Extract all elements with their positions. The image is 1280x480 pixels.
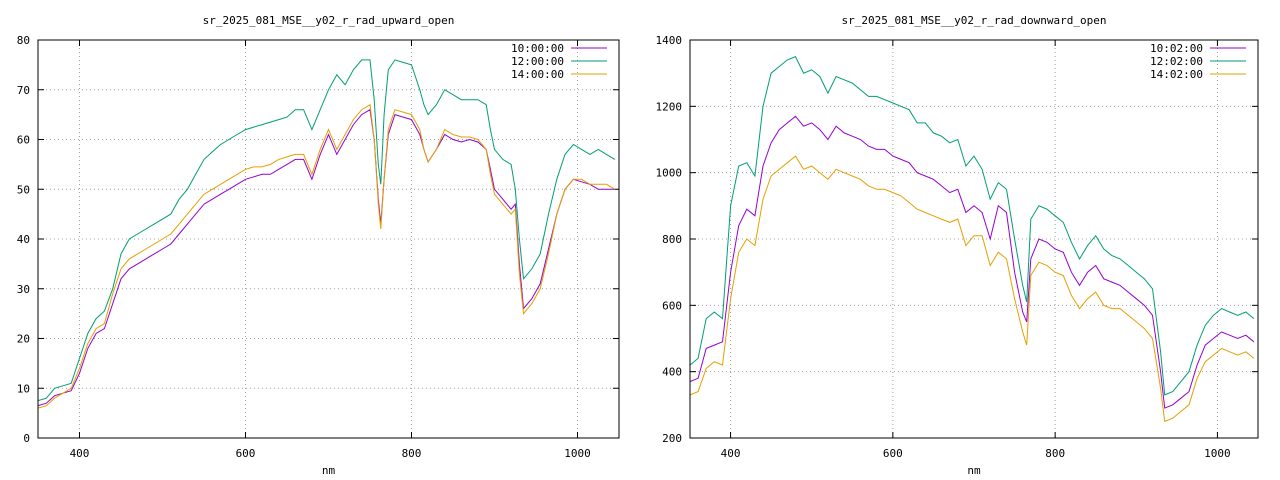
y-tick-label: 0 — [23, 432, 30, 445]
y-tick-label: 1000 — [656, 167, 683, 180]
chart-title: sr_2025_081_MSE__y02_r_rad_upward_open — [203, 14, 455, 27]
series-line-14:02:00 — [690, 155, 1255, 423]
x-tick-label: 400 — [721, 447, 741, 460]
x-tick-label: 400 — [70, 447, 90, 460]
x-tick-label: 1000 — [1204, 447, 1231, 460]
legend-label: 12:00:00 — [511, 55, 564, 68]
plot-frame — [689, 39, 1259, 439]
y-tick-label: 800 — [662, 233, 682, 246]
chart-panel-1: sr_2025_081_MSE__y02_r_rad_upward_open 0 1… — [17, 14, 620, 477]
y-tick-label: 1400 — [656, 34, 683, 47]
series-line-14:00:00 — [38, 103, 616, 409]
series-line-10:00:00 — [38, 108, 615, 407]
y-tick-label: 80 — [17, 34, 30, 47]
legend-label: 10:00:00 — [511, 42, 564, 55]
chart-title: sr_2025_081_MSE__y02_r_rad_downward_open — [842, 14, 1107, 27]
y-tick-label: 50 — [17, 183, 30, 196]
legend-label: 12:02:00 — [1150, 55, 1203, 68]
x-tick-label: 800 — [1045, 447, 1065, 460]
legend-label: 14:02:00 — [1150, 68, 1203, 81]
y-tick-label: 200 — [662, 432, 682, 445]
x-tick-label: 1000 — [564, 447, 591, 460]
x-tick-label: 600 — [236, 447, 256, 460]
series-line-12:02:00 — [690, 55, 1255, 396]
series-line-12:00:00 — [38, 59, 616, 402]
y-tick-label: 400 — [662, 366, 682, 379]
x-axis-label: nm — [322, 464, 336, 477]
y-tick-label: 20 — [17, 333, 30, 346]
y-tick-label: 10 — [17, 382, 30, 395]
plot-frame — [37, 39, 620, 439]
y-tick-label: 60 — [17, 134, 30, 147]
y-tick-label: 1200 — [656, 100, 683, 113]
legend-label: 10:02:00 — [1150, 42, 1203, 55]
legend-label: 14:00:00 — [511, 68, 564, 81]
series-line-10:02:00 — [690, 115, 1255, 409]
x-tick-label: 800 — [402, 447, 422, 460]
y-tick-label: 70 — [17, 84, 30, 97]
x-axis-label: nm — [967, 464, 981, 477]
chart-panel-2: sr_2025_081_MSE__y02_r_rad_downward_open… — [656, 14, 1259, 477]
y-tick-label: 600 — [662, 299, 682, 312]
y-tick-label: 30 — [17, 283, 30, 296]
x-tick-label: 600 — [883, 447, 903, 460]
y-tick-label: 40 — [17, 233, 30, 246]
